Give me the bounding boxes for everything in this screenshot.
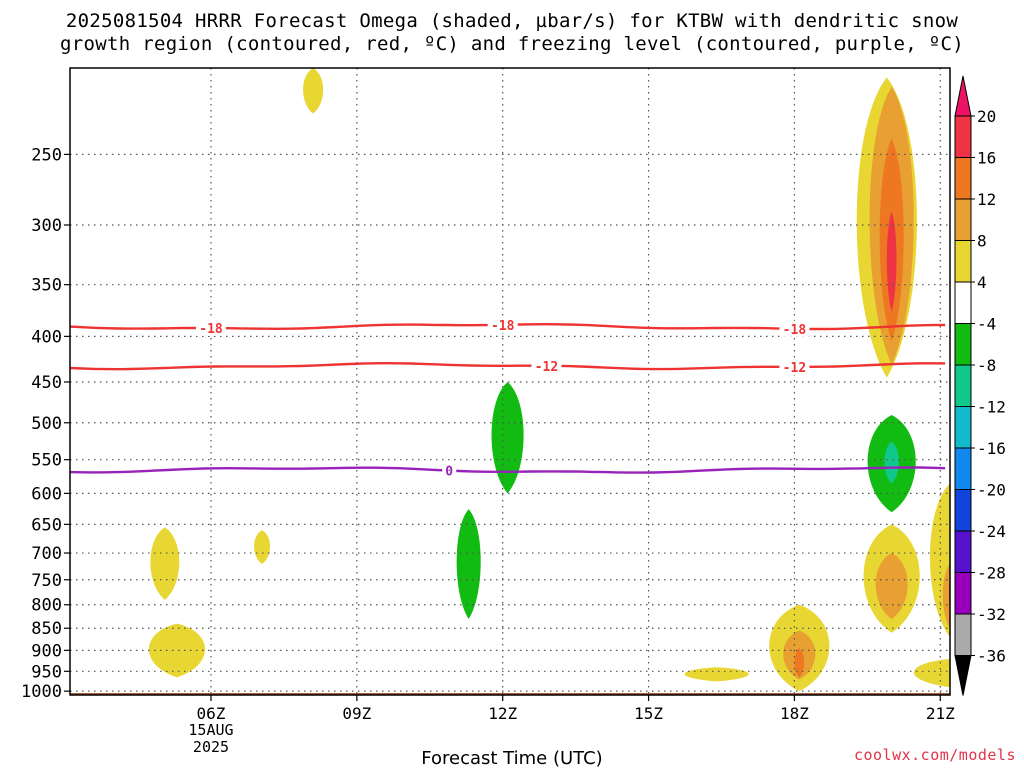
omega-region-5	[491, 381, 524, 494]
contour-label--18-0: -18	[199, 322, 223, 337]
omega-region-9	[794, 648, 805, 678]
contour-label-bg--18-0	[195, 319, 226, 336]
colorbar-label-10: -24	[977, 522, 1006, 541]
omega-region-6	[684, 667, 749, 682]
colorbar-label-0: 20	[977, 107, 996, 126]
y-tick-label-800: 800	[31, 596, 62, 616]
terrain-surface	[70, 693, 950, 695]
colorbar-label-6: -8	[977, 356, 996, 375]
contour-label-bg--12-1	[779, 358, 810, 375]
y-tick-label-700: 700	[31, 544, 62, 564]
contour-label--12-1: -12	[783, 361, 806, 376]
colorbar-label-13: -36	[977, 647, 1006, 666]
grid-lines	[70, 68, 950, 695]
colorbar-label-5: -4	[977, 315, 996, 334]
y-tick-label-850: 850	[31, 619, 62, 639]
x-date-label-1: 2025	[193, 738, 229, 756]
contour-label-bg--12-0	[531, 357, 562, 374]
omega-region-3	[148, 623, 206, 678]
colorbar-swatch-0	[954, 115, 972, 158]
y-tick-label-650: 650	[31, 515, 62, 535]
y-tick-label-900: 900	[31, 641, 62, 661]
omega-region-1	[254, 530, 271, 564]
omega-region-0	[150, 527, 180, 600]
omega-region-17	[875, 553, 908, 620]
omega-region-13	[886, 211, 897, 312]
chart-title-line-1: 2025081504 HRRR Forecast Omega (shaded, …	[65, 10, 959, 32]
contour-label-bg--18-1	[487, 316, 518, 333]
colorbar-label-8: -16	[977, 439, 1006, 458]
contour-label--18-1: -18	[491, 319, 515, 334]
contour-label--12-0: -12	[535, 360, 558, 375]
colorbar-swatch-2	[954, 198, 972, 241]
y-tick-label-750: 750	[31, 571, 62, 591]
y-tick-label-600: 600	[31, 484, 62, 504]
colorbar-swatch-3	[954, 240, 972, 283]
x-date-label-0: 15AUG	[188, 721, 233, 739]
omega-region-4	[456, 509, 481, 620]
colorbar-swatch-bottom	[954, 655, 972, 696]
y-tick-label-950: 950	[31, 662, 62, 682]
omega-region-15	[884, 441, 899, 484]
colorbar-swatch-4	[954, 281, 972, 324]
y-tick-label-300: 300	[31, 216, 62, 236]
colorbar-swatch-10	[954, 530, 972, 573]
colorbar-label-2: 12	[977, 190, 996, 209]
colorbar-swatch-7	[954, 406, 972, 449]
colorbar-label-3: 8	[977, 232, 987, 251]
omega-region-19	[942, 563, 950, 629]
x-tick-label-18Z: 18Z	[780, 704, 809, 723]
contour-label-0-0: 0	[445, 465, 453, 480]
colorbar-swatch-6	[954, 364, 972, 407]
chart-title-line-2: growth region (contoured, red, ºC) and f…	[60, 33, 964, 55]
x-tick-label-12Z: 12Z	[488, 704, 517, 723]
y-tick-label-450: 450	[31, 373, 62, 393]
site-credit: coolwx.com/models	[853, 746, 1016, 764]
y-tick-label-400: 400	[31, 327, 62, 347]
colorbar-swatch-1	[954, 157, 972, 200]
y-tick-label-350: 350	[31, 276, 62, 296]
colorbar: 20 16 12 8 4 -4 -8 -12 -16 -20 -24 -28 -32 -36	[954, 75, 1006, 696]
y-axis: 2503003504004505005506006507007508008509…	[21, 145, 70, 702]
omega-region-group	[148, 68, 950, 692]
colorbar-label-7: -12	[977, 398, 1006, 417]
colorbar-label-9: -20	[977, 481, 1006, 500]
omega-region-20	[914, 658, 950, 688]
contour-label-bg--18-2	[779, 320, 810, 337]
x-axis-label: Forecast Time (UTC)	[421, 748, 603, 769]
colorbar-label-12: -32	[977, 605, 1006, 624]
colorbar-swatch-12	[954, 613, 972, 656]
colorbar-swatch-5	[954, 323, 972, 366]
y-tick-label-550: 550	[31, 451, 62, 471]
x-tick-label-15Z: 15Z	[634, 704, 663, 723]
colorbar-label-11: -28	[977, 564, 1006, 583]
colorbar-swatch-9	[954, 489, 972, 532]
x-tick-label-21Z: 21Z	[926, 704, 955, 723]
omega-region-2	[303, 68, 324, 114]
y-tick-label-250: 250	[31, 145, 62, 165]
omega-shading	[148, 68, 950, 692]
x-tick-label-06Z: 06Z	[197, 704, 226, 723]
colorbar-swatch-8	[954, 447, 972, 490]
colorbar-swatch-11	[954, 572, 972, 615]
contour-label-bg-0-0	[442, 462, 457, 479]
y-tick-label-1000: 1000	[21, 682, 62, 702]
colorbar-label-1: 16	[977, 149, 996, 168]
y-tick-label-500: 500	[31, 414, 62, 434]
contour--12	[69, 361, 946, 371]
contour-0	[69, 466, 946, 474]
contour-lines: -18 -18 -18 -12 -12 0	[69, 316, 946, 480]
contour-label--18-2: -18	[783, 323, 807, 338]
x-tick-label-09Z: 09Z	[342, 704, 371, 723]
colorbar-label-4: 4	[977, 273, 987, 292]
terrain-band	[70, 693, 950, 695]
colorbar-swatch-top	[954, 75, 972, 117]
